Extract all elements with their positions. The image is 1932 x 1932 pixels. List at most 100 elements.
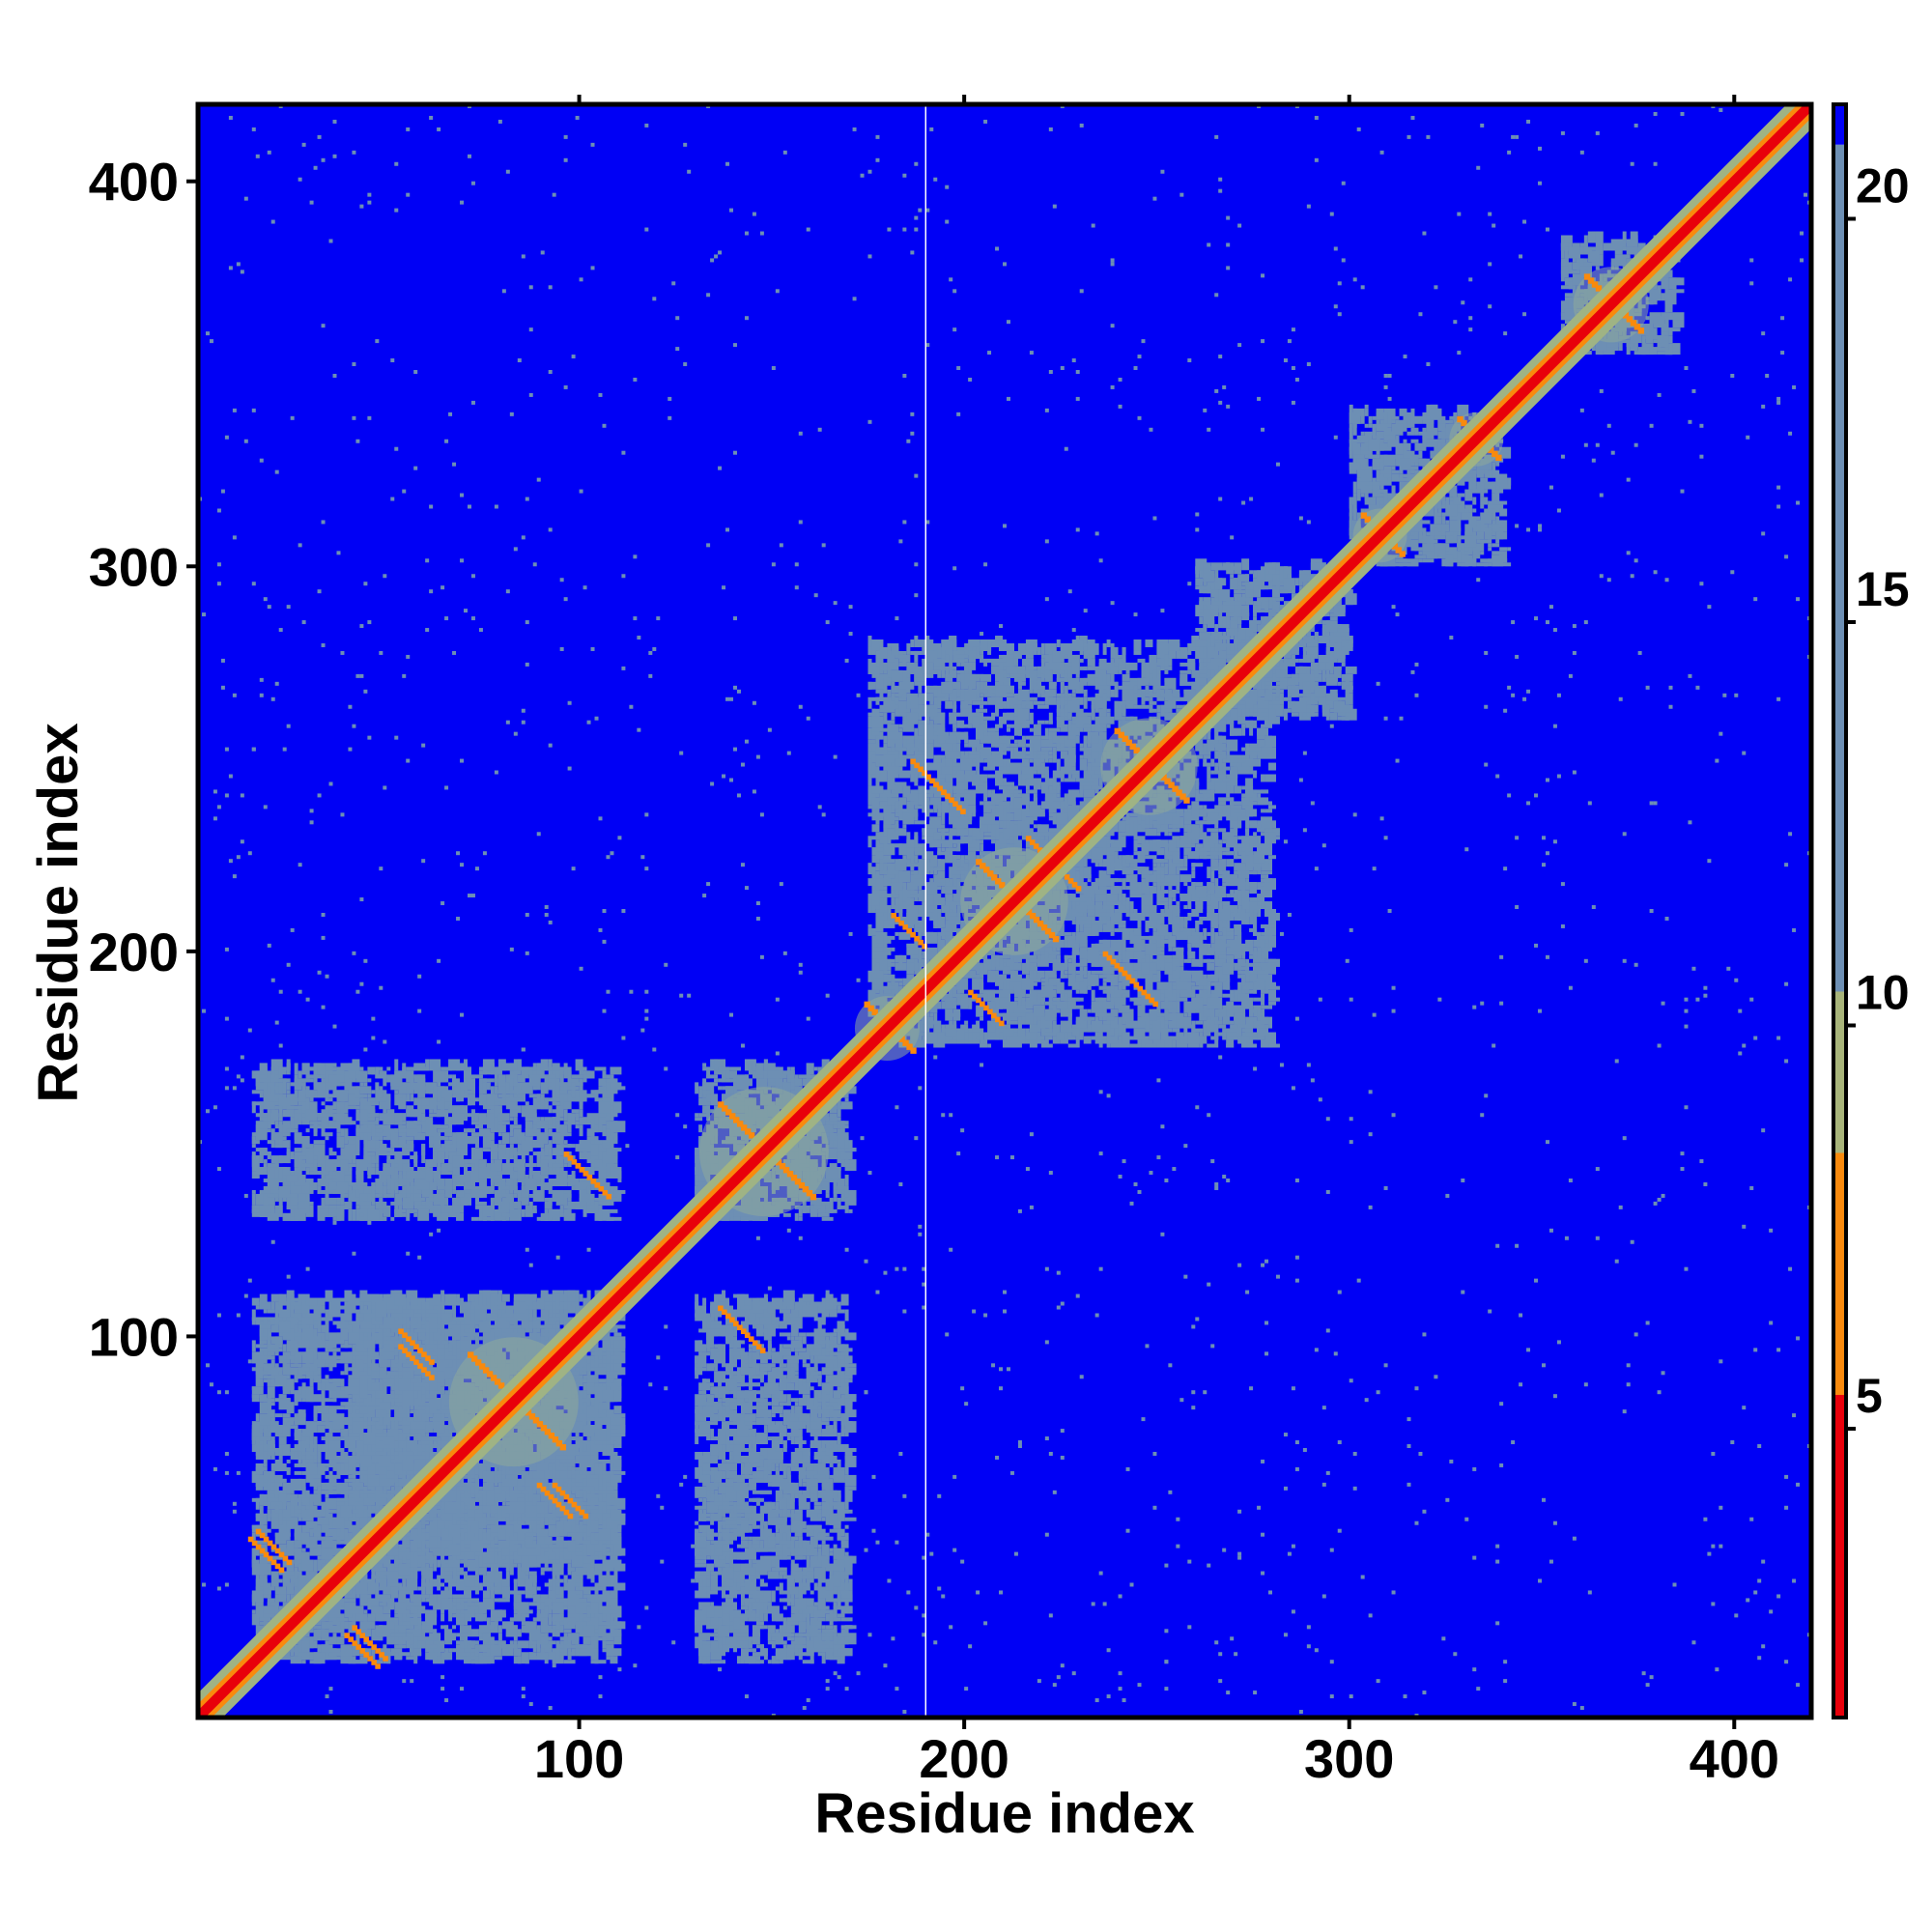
contact-cell	[1191, 985, 1204, 990]
contact-cell	[972, 673, 984, 678]
contact-cell	[486, 1520, 498, 1525]
contact-cell	[883, 681, 888, 694]
contact-cell	[552, 1509, 564, 1518]
contact-cell	[494, 1551, 498, 1560]
contact-cell	[937, 847, 942, 856]
contact-cell	[987, 639, 1000, 647]
contact-cell	[748, 1063, 753, 1075]
contact-cell	[1064, 754, 1076, 763]
contact-cell	[933, 646, 946, 659]
contact-cell	[980, 704, 984, 709]
contact-cell	[1222, 797, 1235, 802]
contact-cell	[1183, 1020, 1188, 1033]
contact-cell	[540, 1328, 549, 1337]
contact-cell	[1029, 1024, 1041, 1033]
contact-cell	[1264, 901, 1273, 913]
contact-cell	[794, 1212, 799, 1221]
contact-cell	[840, 1128, 845, 1133]
contact-cell	[1044, 970, 1057, 979]
contact-cell	[763, 1059, 768, 1071]
contact-cell	[844, 1185, 849, 1198]
contact-cell	[925, 805, 930, 817]
contact-cell	[1044, 1036, 1053, 1040]
contact-cell	[1245, 816, 1250, 829]
contact-cell	[555, 1490, 560, 1502]
contact-cell	[829, 1121, 834, 1125]
contact-cell	[1079, 1009, 1088, 1021]
contact-cell	[790, 1078, 803, 1087]
contact-cell	[844, 1086, 857, 1094]
contact-cell	[1179, 696, 1188, 701]
contact-cell	[883, 735, 888, 744]
contact-cell	[710, 1109, 715, 1114]
contact-cell	[1110, 642, 1115, 647]
contact-cell	[532, 1524, 537, 1537]
contact-cell	[1003, 642, 1014, 651]
contact-cell	[867, 743, 880, 755]
contact-cell	[1110, 839, 1122, 852]
contact-cell	[914, 650, 919, 663]
contact-cell	[452, 1305, 457, 1314]
contact-cell	[875, 863, 880, 871]
contact-cell	[710, 1086, 715, 1094]
contact-cell	[1110, 646, 1119, 659]
contact-cell	[941, 666, 946, 678]
contact-cell	[1079, 867, 1092, 879]
contact-cell	[1129, 859, 1138, 871]
contact-cell	[782, 1070, 787, 1075]
contact-cell	[1006, 805, 1018, 813]
contact-cell	[1067, 958, 1072, 963]
contact-cell	[1087, 666, 1099, 670]
contact-cell	[987, 727, 996, 732]
contact-cell	[844, 1148, 857, 1152]
contact-cell	[1168, 855, 1173, 860]
contact-cell	[821, 1216, 834, 1221]
contact-cell	[1226, 1032, 1231, 1040]
contact-cell	[987, 820, 1000, 833]
contact-cell	[1187, 943, 1192, 955]
contact-cell	[559, 1305, 564, 1318]
contact-cell	[837, 1197, 841, 1209]
contact-cell	[1234, 1005, 1246, 1017]
contact-cell	[1017, 642, 1030, 655]
contact-cell	[1079, 943, 1088, 948]
contact-cell	[367, 1367, 380, 1379]
contact-cell	[1207, 781, 1219, 790]
contact-cell	[767, 1078, 780, 1083]
contact-cell	[1222, 1012, 1231, 1025]
contact-cell	[933, 1020, 942, 1033]
contact-cell	[440, 1309, 449, 1321]
contact-cell	[759, 1078, 768, 1091]
contact-cell	[995, 704, 1000, 717]
contact-cell	[722, 1094, 726, 1102]
contact-cell	[918, 927, 923, 940]
contact-cell	[733, 1205, 745, 1217]
contact-cell	[879, 859, 884, 871]
contact-cell	[706, 1074, 719, 1079]
contact-cell	[976, 962, 984, 975]
contact-cell	[1172, 828, 1180, 833]
contact-cell	[429, 1305, 441, 1314]
contact-cell	[840, 1105, 853, 1110]
contact-cell	[1118, 716, 1126, 721]
contact-cell	[695, 1155, 703, 1164]
contact-cell	[1210, 758, 1215, 767]
contact-cell	[1037, 677, 1041, 686]
contact-cell	[837, 1140, 845, 1149]
contact-cell	[1164, 843, 1169, 856]
contact-cell	[902, 785, 911, 798]
contact-cell	[590, 1398, 595, 1403]
contact-cell	[1064, 970, 1068, 975]
contact-cell	[925, 855, 930, 867]
contact-cell	[1009, 970, 1018, 979]
contact-cell	[513, 1493, 526, 1498]
contact-cell	[1087, 905, 1095, 913]
contact-cell	[1230, 874, 1238, 879]
contact-cell	[1156, 712, 1161, 724]
contact-cell	[1241, 985, 1254, 990]
contact-cell	[875, 685, 884, 690]
contact-cell	[972, 828, 984, 840]
contact-cell	[844, 1201, 849, 1213]
contact-cell	[914, 954, 919, 959]
